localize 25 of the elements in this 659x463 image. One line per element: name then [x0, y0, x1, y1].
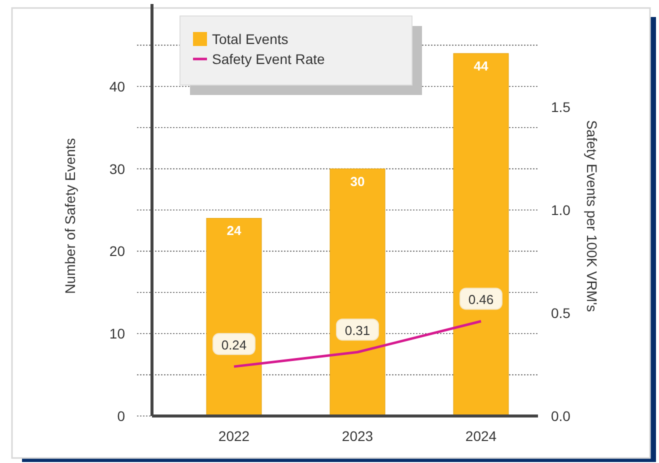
y-tick-label: 10 [109, 326, 126, 342]
y-axis-title: Number of Safety Events [62, 138, 78, 294]
data-label: 0.46 [468, 292, 494, 308]
y2-tick-label: 1.0 [551, 202, 571, 218]
data-label: 24 [226, 223, 242, 238]
y2-axis-title: Safety Events per 100K VRM's [584, 120, 600, 312]
bar [453, 53, 509, 416]
y-tick-label: 40 [109, 78, 126, 94]
y2-tick-label: 0.5 [551, 305, 571, 321]
legend-label: Safety Event Rate [212, 51, 326, 67]
bar [330, 168, 386, 416]
legend-label: Total Events [212, 31, 288, 47]
x-tick-label: 2022 [218, 428, 250, 444]
x-tick-label: 2023 [342, 428, 374, 444]
y2-tick-label: 0.0 [551, 408, 571, 424]
data-label: 30 [350, 174, 365, 189]
x-tick-label: 2024 [465, 428, 497, 444]
y-tick-label: 30 [109, 160, 126, 177]
y-tick-label: 0 [117, 408, 126, 424]
data-label: 44 [474, 58, 489, 74]
y-tick-label: 20 [109, 243, 126, 260]
y2-tick-label: 1.5 [551, 99, 571, 115]
data-label: 0.31 [344, 323, 370, 338]
bar [206, 218, 262, 416]
data-label: 0.24 [221, 338, 247, 353]
